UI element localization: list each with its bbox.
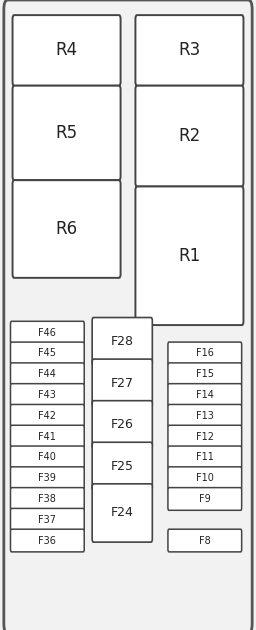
FancyBboxPatch shape (92, 484, 152, 542)
Text: F44: F44 (38, 369, 56, 379)
Text: F25: F25 (111, 460, 134, 472)
Text: F24: F24 (111, 507, 134, 520)
FancyBboxPatch shape (135, 86, 243, 186)
FancyBboxPatch shape (168, 446, 242, 469)
Text: F27: F27 (111, 377, 134, 389)
FancyBboxPatch shape (92, 401, 152, 449)
Text: R2: R2 (178, 127, 200, 145)
FancyBboxPatch shape (13, 15, 121, 86)
Text: F11: F11 (196, 452, 214, 462)
FancyBboxPatch shape (92, 318, 152, 365)
FancyBboxPatch shape (168, 467, 242, 490)
Text: F42: F42 (38, 411, 56, 421)
Text: R6: R6 (56, 220, 78, 238)
Text: F46: F46 (38, 328, 56, 338)
FancyBboxPatch shape (10, 446, 84, 469)
FancyBboxPatch shape (168, 342, 242, 365)
FancyBboxPatch shape (92, 359, 152, 407)
FancyBboxPatch shape (135, 186, 243, 325)
FancyBboxPatch shape (10, 342, 84, 365)
Text: F16: F16 (196, 348, 214, 358)
FancyBboxPatch shape (10, 508, 84, 531)
Text: F37: F37 (38, 515, 56, 525)
Text: R4: R4 (56, 42, 78, 59)
Text: F36: F36 (38, 536, 56, 546)
Text: F15: F15 (196, 369, 214, 379)
Text: F28: F28 (111, 335, 134, 348)
FancyBboxPatch shape (10, 529, 84, 552)
Text: F13: F13 (196, 411, 214, 421)
Text: F40: F40 (38, 452, 56, 462)
Text: R5: R5 (56, 124, 78, 142)
FancyBboxPatch shape (10, 384, 84, 406)
FancyBboxPatch shape (4, 0, 252, 630)
FancyBboxPatch shape (168, 363, 242, 386)
FancyBboxPatch shape (168, 488, 242, 510)
Text: R3: R3 (178, 42, 200, 59)
Text: F12: F12 (196, 432, 214, 442)
FancyBboxPatch shape (10, 488, 84, 510)
Text: F14: F14 (196, 390, 214, 400)
FancyBboxPatch shape (92, 442, 152, 490)
Text: F41: F41 (38, 432, 56, 442)
FancyBboxPatch shape (168, 404, 242, 427)
FancyBboxPatch shape (168, 425, 242, 448)
FancyBboxPatch shape (10, 321, 84, 344)
FancyBboxPatch shape (168, 384, 242, 406)
FancyBboxPatch shape (13, 180, 121, 278)
FancyBboxPatch shape (10, 425, 84, 448)
Text: R1: R1 (178, 247, 200, 265)
FancyBboxPatch shape (135, 15, 243, 86)
FancyBboxPatch shape (10, 404, 84, 427)
Text: F9: F9 (199, 494, 211, 504)
Text: F26: F26 (111, 418, 134, 431)
Text: F45: F45 (38, 348, 56, 358)
Text: F8: F8 (199, 536, 211, 546)
FancyBboxPatch shape (13, 86, 121, 180)
Text: F39: F39 (38, 473, 56, 483)
FancyBboxPatch shape (10, 363, 84, 386)
FancyBboxPatch shape (168, 529, 242, 552)
Text: F38: F38 (38, 494, 56, 504)
Text: F43: F43 (38, 390, 56, 400)
FancyBboxPatch shape (10, 467, 84, 490)
Text: F10: F10 (196, 473, 214, 483)
